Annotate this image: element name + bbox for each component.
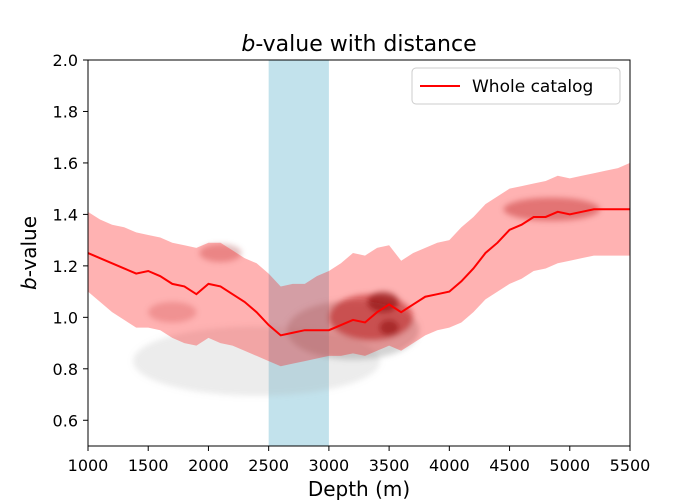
y-axis-label: b-value [17,216,41,290]
x-tick-label: 5000 [549,456,590,475]
x-tick-label: 4000 [429,456,470,475]
density-blob-5 [503,197,600,221]
y-tick-label: 1.6 [53,154,78,173]
x-tick-label: 3500 [369,456,410,475]
x-axis-label: Depth (m) [308,477,410,500]
series-line-whole-catalog [88,208,630,337]
y-tick-label: 1.8 [53,102,78,121]
chart-title-rest: -value with distance [255,32,476,57]
x-tick-label: 2000 [188,456,229,475]
y-axis: 0.6 0.8 1.0 1.2 1.4 1.6 1.8 2.0 [53,51,88,430]
y-tick-label: 0.6 [53,411,78,430]
x-tick-label: 4500 [489,456,530,475]
plot-content [88,60,630,446]
legend-label-whole-catalog: Whole catalog [472,77,593,97]
y-axis-label-rest: -value [17,216,41,277]
density-blob-4 [379,319,399,336]
density-contours [133,197,600,396]
x-axis: 1000 1500 2000 2500 3000 3500 4000 4500 5000 5500 [68,446,651,475]
x-tick-label: 2500 [248,456,289,475]
x-tick-label: 5500 [610,456,651,475]
y-axis-label-italic: b [17,277,41,290]
legend-box [411,67,621,105]
legend: Whole catalog [411,67,621,105]
y-tick-label: 0.8 [53,360,78,379]
y-tick-label: 1.2 [53,257,78,276]
chart-title: b-value with distance [241,32,476,57]
density-blob-6 [199,243,242,263]
plot-frame [87,59,631,447]
density-blob-7 [148,301,197,323]
y-tick-label: 2.0 [53,51,78,70]
x-tick-label: 3000 [309,456,350,475]
chart-title-italic: b [241,32,255,57]
y-tick-label: 1.0 [53,308,78,327]
confidence-band [88,162,630,367]
x-tick-label: 1000 [68,456,109,475]
density-blob-3 [367,291,399,313]
x-tick-label: 1500 [128,456,169,475]
y-tick-label: 1.4 [53,205,78,224]
